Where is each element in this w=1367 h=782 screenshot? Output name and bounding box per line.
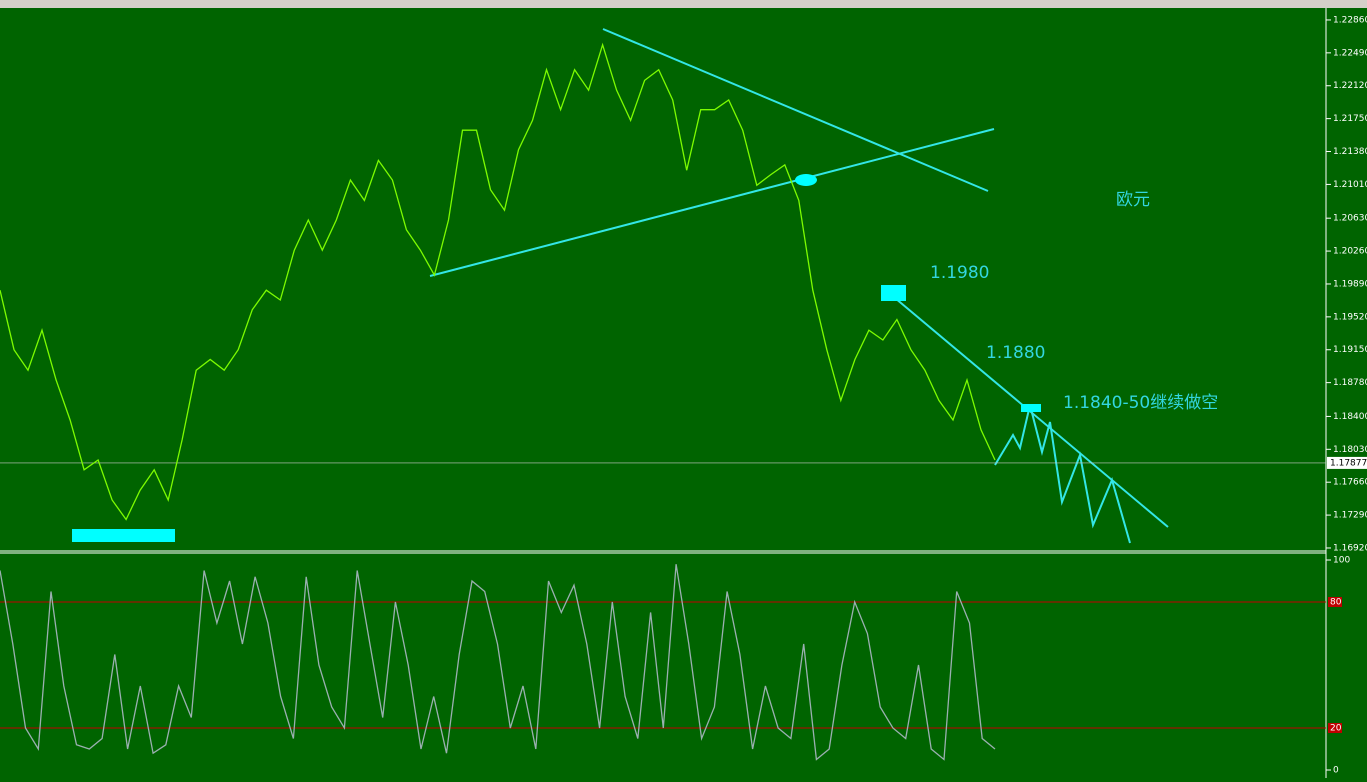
y-tick-label: 1.17290 bbox=[1333, 511, 1367, 521]
y-tick-label: 100 bbox=[1333, 556, 1350, 566]
trendline bbox=[602, 28, 989, 192]
toolbar[interactable] bbox=[0, 0, 1367, 8]
markers bbox=[72, 174, 1041, 542]
y-tick-label: 1.22490 bbox=[1333, 48, 1367, 58]
drawings bbox=[429, 28, 1169, 544]
current-price-label: 1.17877 bbox=[1330, 458, 1367, 468]
y-tick-label: 0 bbox=[1333, 766, 1339, 776]
marker bbox=[795, 174, 817, 186]
chart-bg bbox=[0, 8, 1367, 778]
y-tick-label: 1.18780 bbox=[1333, 378, 1367, 388]
marker bbox=[1021, 404, 1041, 412]
series-line bbox=[0, 42, 996, 521]
marker bbox=[881, 285, 906, 301]
y-tick-label: 1.21380 bbox=[1333, 147, 1367, 157]
level-box bbox=[1328, 723, 1342, 733]
y-tick-label: 1.17660 bbox=[1333, 478, 1367, 488]
y-tick-label: 1.16920 bbox=[1333, 543, 1367, 553]
y-tick-label: 1.21010 bbox=[1333, 180, 1367, 190]
y-tick-label: 1.20630 bbox=[1333, 214, 1367, 224]
marker bbox=[72, 529, 175, 542]
y-tick-label: 1.21750 bbox=[1333, 114, 1367, 124]
annotation: 欧元 bbox=[1116, 190, 1150, 210]
y-tick-label: 1.19150 bbox=[1333, 345, 1367, 355]
level-box bbox=[1328, 597, 1342, 607]
annotation: 1.1840-50继续做空 bbox=[1063, 393, 1218, 413]
y-tick-label: 1.19520 bbox=[1333, 312, 1367, 322]
annotation: 1.1880 bbox=[986, 343, 1045, 363]
series-line bbox=[0, 564, 996, 761]
level-label: 80 bbox=[1330, 598, 1342, 608]
zigzag bbox=[994, 404, 1131, 544]
y-tick-label: 1.22860 bbox=[1333, 15, 1367, 25]
y-tick-label: 1.22120 bbox=[1333, 81, 1367, 91]
y-tick-label: 1.20260 bbox=[1333, 247, 1367, 257]
y-tick-label: 1.19890 bbox=[1333, 279, 1367, 289]
y-tick-label: 1.18400 bbox=[1333, 412, 1367, 422]
trendline bbox=[429, 128, 995, 277]
level-label: 20 bbox=[1330, 724, 1342, 734]
annotation: 1.1980 bbox=[930, 263, 989, 283]
current-price-box bbox=[1327, 456, 1367, 469]
y-tick-label: 1.18030 bbox=[1333, 445, 1367, 455]
